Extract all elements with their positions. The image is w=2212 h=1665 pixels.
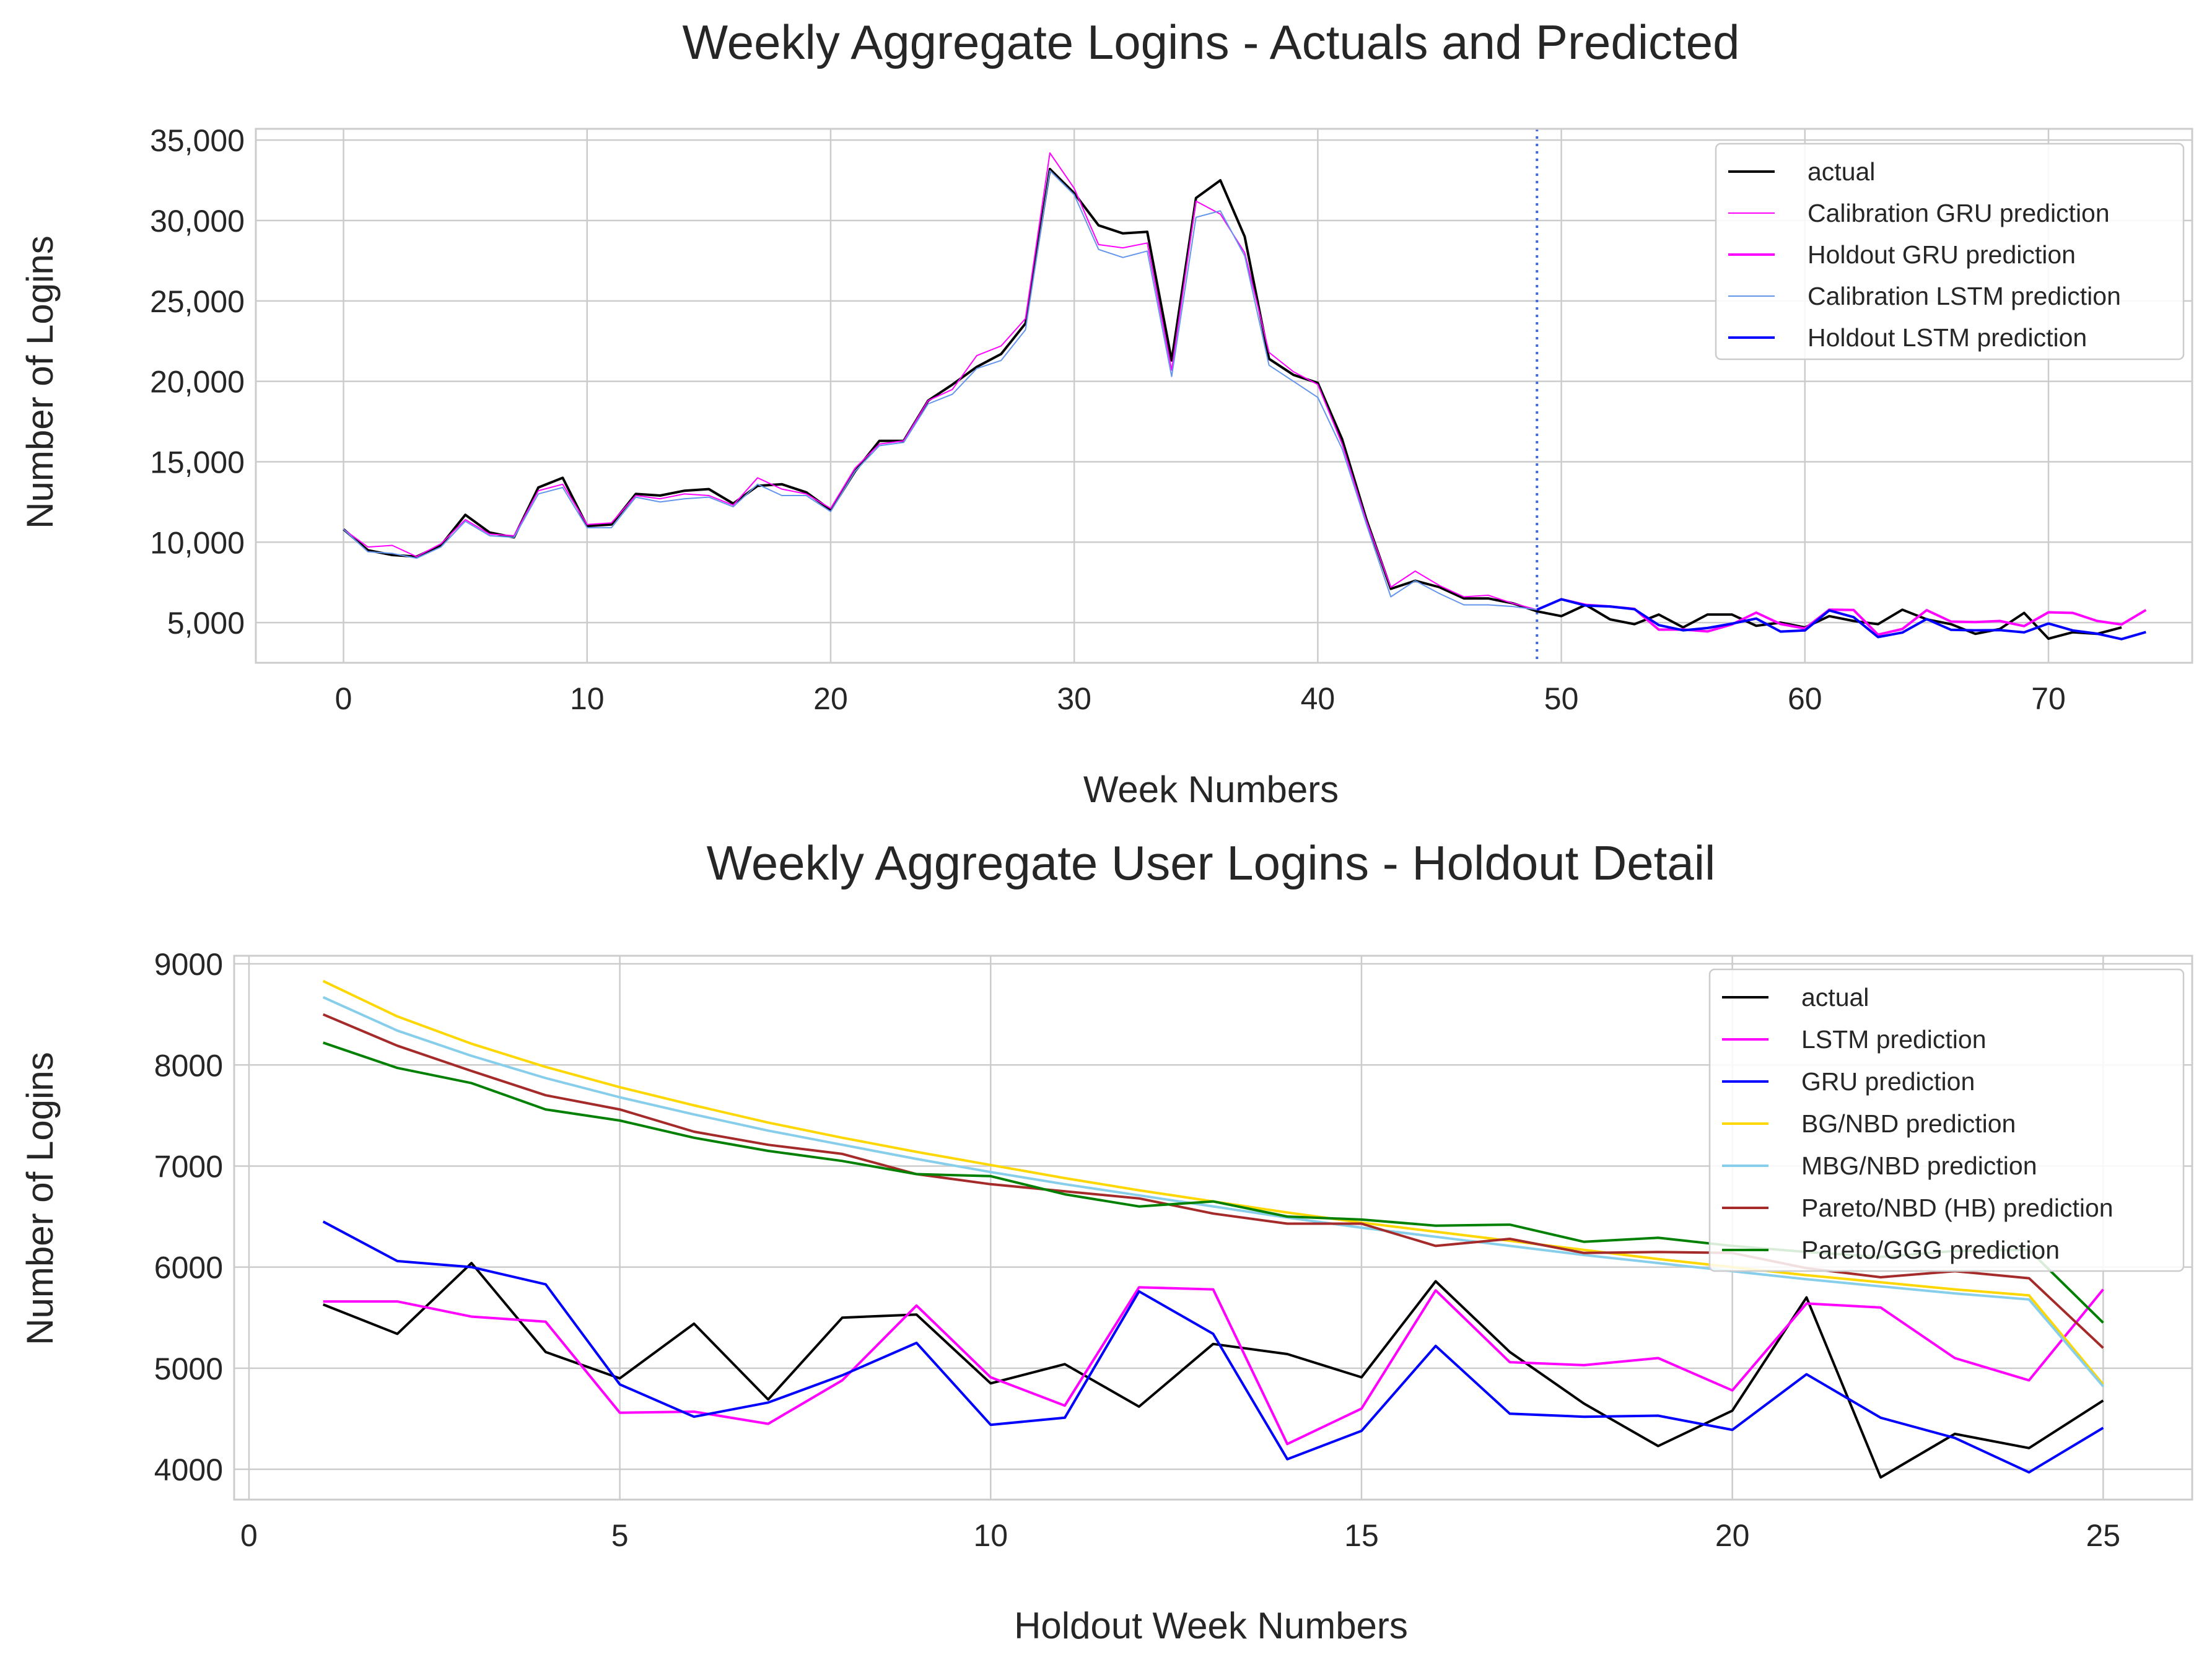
chart-holdout-detail: Weekly Aggregate User Logins - Holdout D… [19,836,2193,1646]
series-line-calibration-gru-prediction [343,152,1537,611]
series-line-lstm-prediction [323,1286,2104,1446]
series-line-actual [322,1262,2104,1479]
legend-label: MBG/NBD prediction [1801,1152,2037,1180]
y-tick-label: 15,000 [150,445,245,479]
tick-labels: 0 10 20 30 40 50 60 70 5,000 10,000 15,000 20,000 25… [150,123,2066,716]
y-tick-label: 20,000 [150,365,245,400]
y-axis-label: Number of Logins [19,235,61,529]
legend-label: GRU prediction [1801,1067,1975,1096]
x-tick-label: 10 [973,1518,1008,1553]
x-tick-label: 70 [2031,681,2066,716]
y-tick-label: 10,000 [150,525,245,560]
x-axis-label: Holdout Week Numbers [1014,1605,1408,1646]
y-tick-label: 5000 [154,1352,223,1386]
x-tick-label: 10 [570,681,605,716]
gridlines [234,956,2192,1500]
x-tick-label: 40 [1301,681,1336,716]
chart-actuals-and-predicted: Weekly Aggregate Logins - Actuals and Pr… [19,15,2193,810]
x-tick-label: 20 [1715,1518,1750,1553]
series-line-mbg-nbd-prediction [322,996,2104,1388]
legend-label: LSTM prediction [1801,1025,1987,1054]
x-tick-label: 15 [1344,1518,1379,1553]
legend-label: Pareto/NBD (HB) prediction [1801,1194,2114,1222]
x-axis-label: Week Numbers [1083,769,1339,810]
series-line-calibration-lstm-prediction [343,170,1537,611]
legend-label: actual [1808,157,1875,186]
legend-label: Calibration LSTM prediction [1808,282,2121,310]
plot-frame [233,955,2193,1501]
y-tick-label: 30,000 [150,204,245,238]
chart-title: Weekly Aggregate Logins - Actuals and Pr… [683,15,1740,69]
y-tick-label: 9000 [154,947,223,982]
x-tick-label: 0 [335,681,352,716]
series-line-gru-prediction [322,1220,2104,1474]
y-tick-label: 5,000 [167,606,245,640]
series-line-actual [343,167,2122,640]
tick-labels: 0 5 10 15 20 25 4000 5000 6000 7000 8000 9000 [154,947,2120,1553]
series-line-holdout-lstm-prediction [1536,598,2146,640]
legend-label: Holdout LSTM prediction [1808,323,2087,352]
y-tick-label: 35,000 [150,123,245,158]
series-lines [343,152,2147,640]
legend-label: Calibration GRU prediction [1808,199,2110,227]
y-axis-label: Number of Logins [19,1052,61,1345]
y-tick-label: 7000 [154,1149,223,1184]
chart-title: Weekly Aggregate User Logins - Holdout D… [707,836,1716,890]
x-tick-label: 0 [240,1518,258,1553]
x-tick-label: 25 [2086,1518,2121,1553]
legend-label: Holdout GRU prediction [1808,240,2076,269]
x-tick-label: 20 [813,681,848,716]
plot-frame [255,128,2193,664]
x-tick-label: 5 [611,1518,629,1553]
y-tick-label: 25,000 [150,284,245,319]
legend-box [1708,968,2185,1272]
legend-box [1715,142,2185,361]
legend: actual Calibration GRU prediction Holdout … [1715,142,2185,361]
x-tick-label: 50 [1544,681,1579,716]
legend: actual LSTM prediction GRU prediction BG/NB… [1708,968,2185,1272]
x-tick-label: 30 [1057,681,1091,716]
x-tick-label: 60 [1788,681,1822,716]
legend-label: Pareto/GGG prediction [1801,1236,2060,1264]
legend-label: actual [1801,983,1869,1012]
y-tick-label: 8000 [154,1048,223,1083]
y-tick-label: 4000 [154,1453,223,1487]
legend-label: BG/NBD prediction [1801,1109,2016,1138]
y-tick-label: 6000 [154,1251,223,1285]
